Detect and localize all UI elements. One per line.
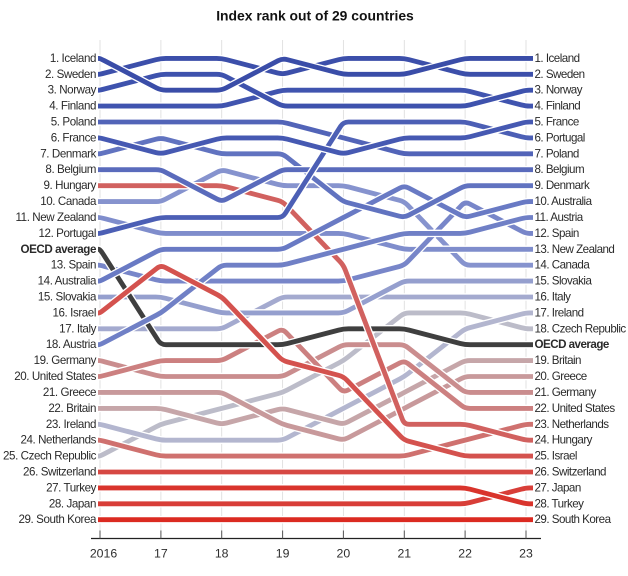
svg-text:21. Greece: 21. Greece — [43, 386, 96, 399]
svg-text:9. Denmark: 9. Denmark — [535, 179, 590, 192]
svg-text:16. Italy: 16. Italy — [535, 291, 572, 304]
svg-text:2. Sweden: 2. Sweden — [535, 68, 585, 81]
svg-text:16. Israel: 16. Israel — [53, 306, 97, 319]
svg-text:4. Finland: 4. Finland — [49, 100, 96, 113]
svg-text:21. Germany: 21. Germany — [535, 386, 597, 399]
svg-text:12. Spain: 12. Spain — [535, 227, 579, 240]
svg-text:21: 21 — [397, 547, 411, 561]
svg-text:14. Australia: 14. Australia — [38, 275, 97, 288]
svg-text:25. Czech Republic: 25. Czech Republic — [3, 450, 97, 463]
svg-text:19. Britain: 19. Britain — [535, 354, 582, 367]
svg-text:18: 18 — [215, 547, 229, 561]
svg-text:25. Israel: 25. Israel — [535, 450, 578, 463]
svg-text:28. Japan: 28. Japan — [49, 497, 96, 510]
svg-text:2. Sweden: 2. Sweden — [45, 68, 96, 81]
svg-text:20. Greece: 20. Greece — [535, 370, 587, 383]
svg-text:17: 17 — [154, 547, 168, 561]
svg-text:5. France: 5. France — [535, 116, 579, 129]
svg-text:24. Hungary: 24. Hungary — [535, 434, 593, 447]
svg-text:20. United States: 20. United States — [14, 370, 96, 383]
svg-text:3. Norway: 3. Norway — [535, 84, 583, 97]
svg-text:20: 20 — [337, 547, 351, 561]
svg-text:8. Belgium: 8. Belgium — [535, 163, 585, 176]
svg-text:19: 19 — [276, 547, 290, 561]
svg-text:8. Belgium: 8. Belgium — [45, 163, 96, 176]
svg-text:14. Canada: 14. Canada — [535, 259, 591, 272]
svg-text:23. Netherlands: 23. Netherlands — [535, 418, 610, 431]
svg-text:12. Portugal: 12. Portugal — [39, 227, 96, 240]
svg-text:29. South Korea: 29. South Korea — [19, 513, 97, 526]
svg-text:17. Italy: 17. Italy — [59, 322, 96, 335]
svg-text:19. Germany: 19. Germany — [34, 354, 97, 367]
svg-text:10. Canada: 10. Canada — [40, 195, 97, 208]
svg-text:3. Norway: 3. Norway — [48, 84, 97, 97]
svg-text:5. Poland: 5. Poland — [51, 116, 96, 129]
svg-text:1. Iceland: 1. Iceland — [535, 52, 580, 65]
svg-text:13. New Zealand: 13. New Zealand — [535, 243, 615, 256]
svg-text:Index rank out of 29 countries: Index rank out of 29 countries — [216, 8, 414, 24]
svg-text:11. New Zealand: 11. New Zealand — [16, 211, 97, 224]
svg-text:10. Australia: 10. Australia — [535, 195, 593, 208]
svg-text:4. Finland: 4. Finland — [535, 100, 581, 113]
svg-text:26. Switzerland: 26. Switzerland — [23, 466, 96, 479]
svg-text:22. Britain: 22. Britain — [48, 402, 96, 415]
svg-text:15. Slovakia: 15. Slovakia — [38, 291, 97, 304]
svg-text:28. Turkey: 28. Turkey — [535, 497, 585, 510]
svg-text:11. Austria: 11. Austria — [535, 211, 584, 224]
svg-text:6. Portugal: 6. Portugal — [535, 131, 585, 144]
svg-text:26. Switzerland: 26. Switzerland — [535, 466, 607, 479]
svg-text:2016: 2016 — [90, 547, 118, 561]
svg-text:6. France: 6. France — [51, 131, 96, 144]
svg-text:27. Turkey: 27. Turkey — [46, 481, 97, 494]
svg-text:9. Hungary: 9. Hungary — [43, 179, 96, 192]
svg-text:22. United States: 22. United States — [535, 402, 616, 415]
svg-text:15. Slovakia: 15. Slovakia — [535, 275, 593, 288]
svg-text:13. Spain: 13. Spain — [51, 259, 96, 272]
svg-text:23: 23 — [519, 547, 533, 561]
svg-text:18. Czech Republic: 18. Czech Republic — [535, 322, 627, 335]
svg-text:18. Austria: 18. Austria — [46, 338, 97, 351]
svg-text:23. Ireland: 23. Ireland — [46, 418, 96, 431]
svg-text:7. Denmark: 7. Denmark — [40, 147, 96, 160]
svg-text:OECD average: OECD average — [535, 338, 610, 351]
svg-text:27. Japan: 27. Japan — [535, 481, 581, 494]
svg-text:24. Netherlands: 24. Netherlands — [20, 434, 96, 447]
svg-text:17. Ireland: 17. Ireland — [535, 306, 584, 319]
svg-text:OECD average: OECD average — [20, 243, 96, 256]
svg-text:1. Iceland: 1. Iceland — [50, 52, 96, 65]
svg-text:29. South Korea: 29. South Korea — [535, 513, 612, 526]
svg-text:7. Poland: 7. Poland — [535, 147, 579, 160]
svg-text:22: 22 — [458, 547, 472, 561]
